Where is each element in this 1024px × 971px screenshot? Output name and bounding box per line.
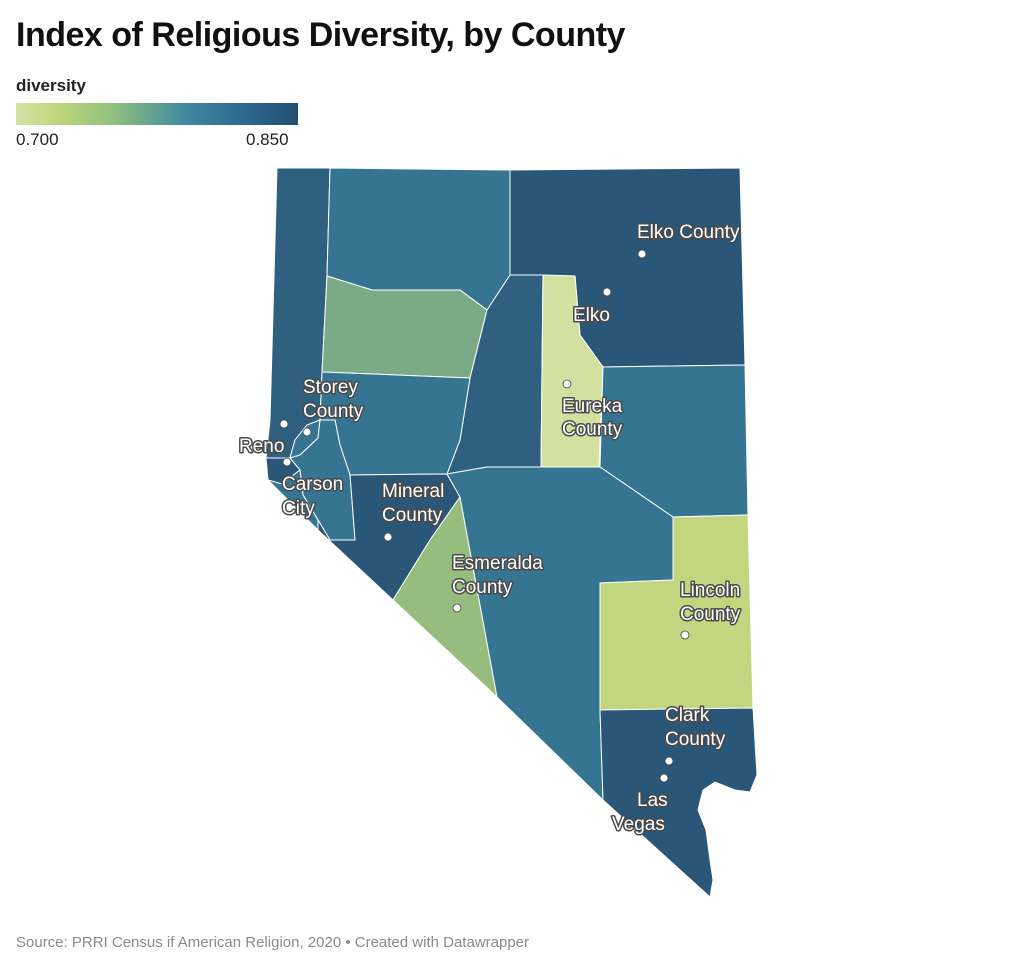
reno-marker bbox=[279, 419, 289, 429]
chart-title: Index of Religious Diversity, by County bbox=[16, 16, 625, 54]
label-storey-line2: County bbox=[303, 401, 364, 422]
elko-city-marker bbox=[602, 287, 612, 297]
label-clark-line1: Clark bbox=[665, 705, 710, 726]
label-mineral-line1: Mineral bbox=[382, 481, 444, 502]
label-esmeralda-line1: Esmeralda bbox=[452, 553, 543, 574]
legend-max-label: 0.850 bbox=[246, 130, 289, 149]
label-mineral-line2: County bbox=[382, 505, 443, 526]
label-reno: Reno bbox=[239, 436, 284, 457]
source-note: Source: PRRI Census if American Religion… bbox=[16, 934, 529, 951]
lincoln-county-marker bbox=[680, 630, 690, 640]
label-lincoln-line2: County bbox=[680, 604, 741, 625]
clark-county-marker bbox=[664, 756, 674, 766]
mineral-county-marker bbox=[383, 532, 393, 542]
county-pershing[interactable] bbox=[321, 275, 488, 379]
label-eureka-line2: County bbox=[562, 419, 623, 440]
storey-county-marker bbox=[302, 427, 312, 437]
label-elko-county: Elko County bbox=[637, 222, 740, 243]
carson-city-marker bbox=[282, 457, 292, 467]
eureka-county-marker bbox=[562, 379, 572, 389]
legend-min-label: 0.700 bbox=[16, 130, 59, 149]
label-lincoln-line1: Lincoln bbox=[680, 580, 740, 601]
label-carson-line1: Carson bbox=[282, 474, 343, 495]
label-eureka-line1: Eureka bbox=[562, 396, 623, 417]
label-clark-line2: County bbox=[665, 729, 726, 750]
las-vegas-marker bbox=[659, 773, 669, 783]
label-carson-line2: City bbox=[282, 498, 315, 519]
esmeralda-county-marker bbox=[452, 603, 462, 613]
county-clark[interactable] bbox=[599, 707, 758, 898]
legend-title: diversity bbox=[16, 76, 86, 95]
label-esmeralda-line2: County bbox=[452, 577, 513, 598]
label-elko: Elko bbox=[573, 305, 610, 326]
label-lasvegas-line2: Vegas bbox=[612, 814, 665, 835]
label-storey-line1: Storey bbox=[303, 377, 358, 398]
elko-county-marker bbox=[637, 249, 647, 259]
legend-color-scale bbox=[16, 103, 298, 125]
label-lasvegas-line1: Las bbox=[637, 790, 668, 811]
